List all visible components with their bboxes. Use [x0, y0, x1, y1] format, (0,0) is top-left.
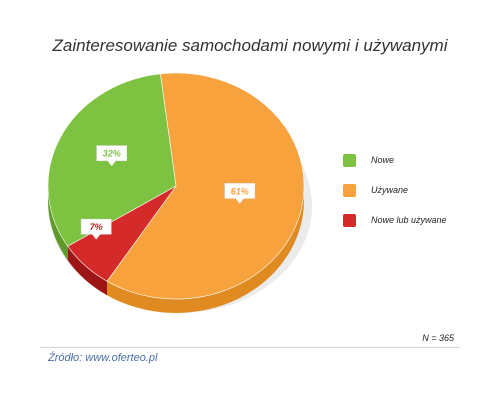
legend-label-nowe-lub-uzywane: Nowe lub używane	[371, 215, 447, 225]
data-label-używane: 61%	[231, 186, 249, 196]
data-label-nowe: 32%	[103, 149, 121, 159]
legend-label-uzywane: Używane	[371, 185, 409, 195]
legend-item-nowe: Nowe	[343, 152, 447, 168]
legend-swatch-nowe-lub-uzywane	[343, 213, 356, 227]
legend-label-nowe: Nowe	[371, 155, 395, 165]
divider	[40, 347, 460, 348]
pie-slice-używane	[106, 72, 305, 300]
callout-nowe: 32%	[96, 145, 128, 167]
legend-swatch-uzywane	[343, 183, 356, 197]
callout-używane: 61%	[224, 183, 256, 204]
pie-side-nowe	[48, 186, 68, 261]
legend: Nowe Używane Nowe lub używane	[343, 152, 447, 242]
callout-box	[96, 145, 128, 167]
sample-size-note: N = 365	[422, 333, 454, 343]
pie-side-używane	[107, 186, 304, 313]
legend-item-nowe-lub-uzywane: Nowe lub używane	[343, 212, 447, 228]
chart-title: Zainteresowanie samochodami nowymi i uży…	[52, 36, 448, 55]
callout-box	[80, 218, 112, 240]
source-note: Źródło: www.oferteo.pl	[48, 352, 158, 364]
callout-box	[224, 183, 256, 204]
data-label-nowe-lub-używane: 7%	[90, 222, 103, 232]
legend-swatch-nowe	[343, 153, 356, 167]
legend-item-uzywane: Używane	[343, 182, 447, 198]
callout-nowe-lub-używane: 7%	[80, 218, 112, 240]
